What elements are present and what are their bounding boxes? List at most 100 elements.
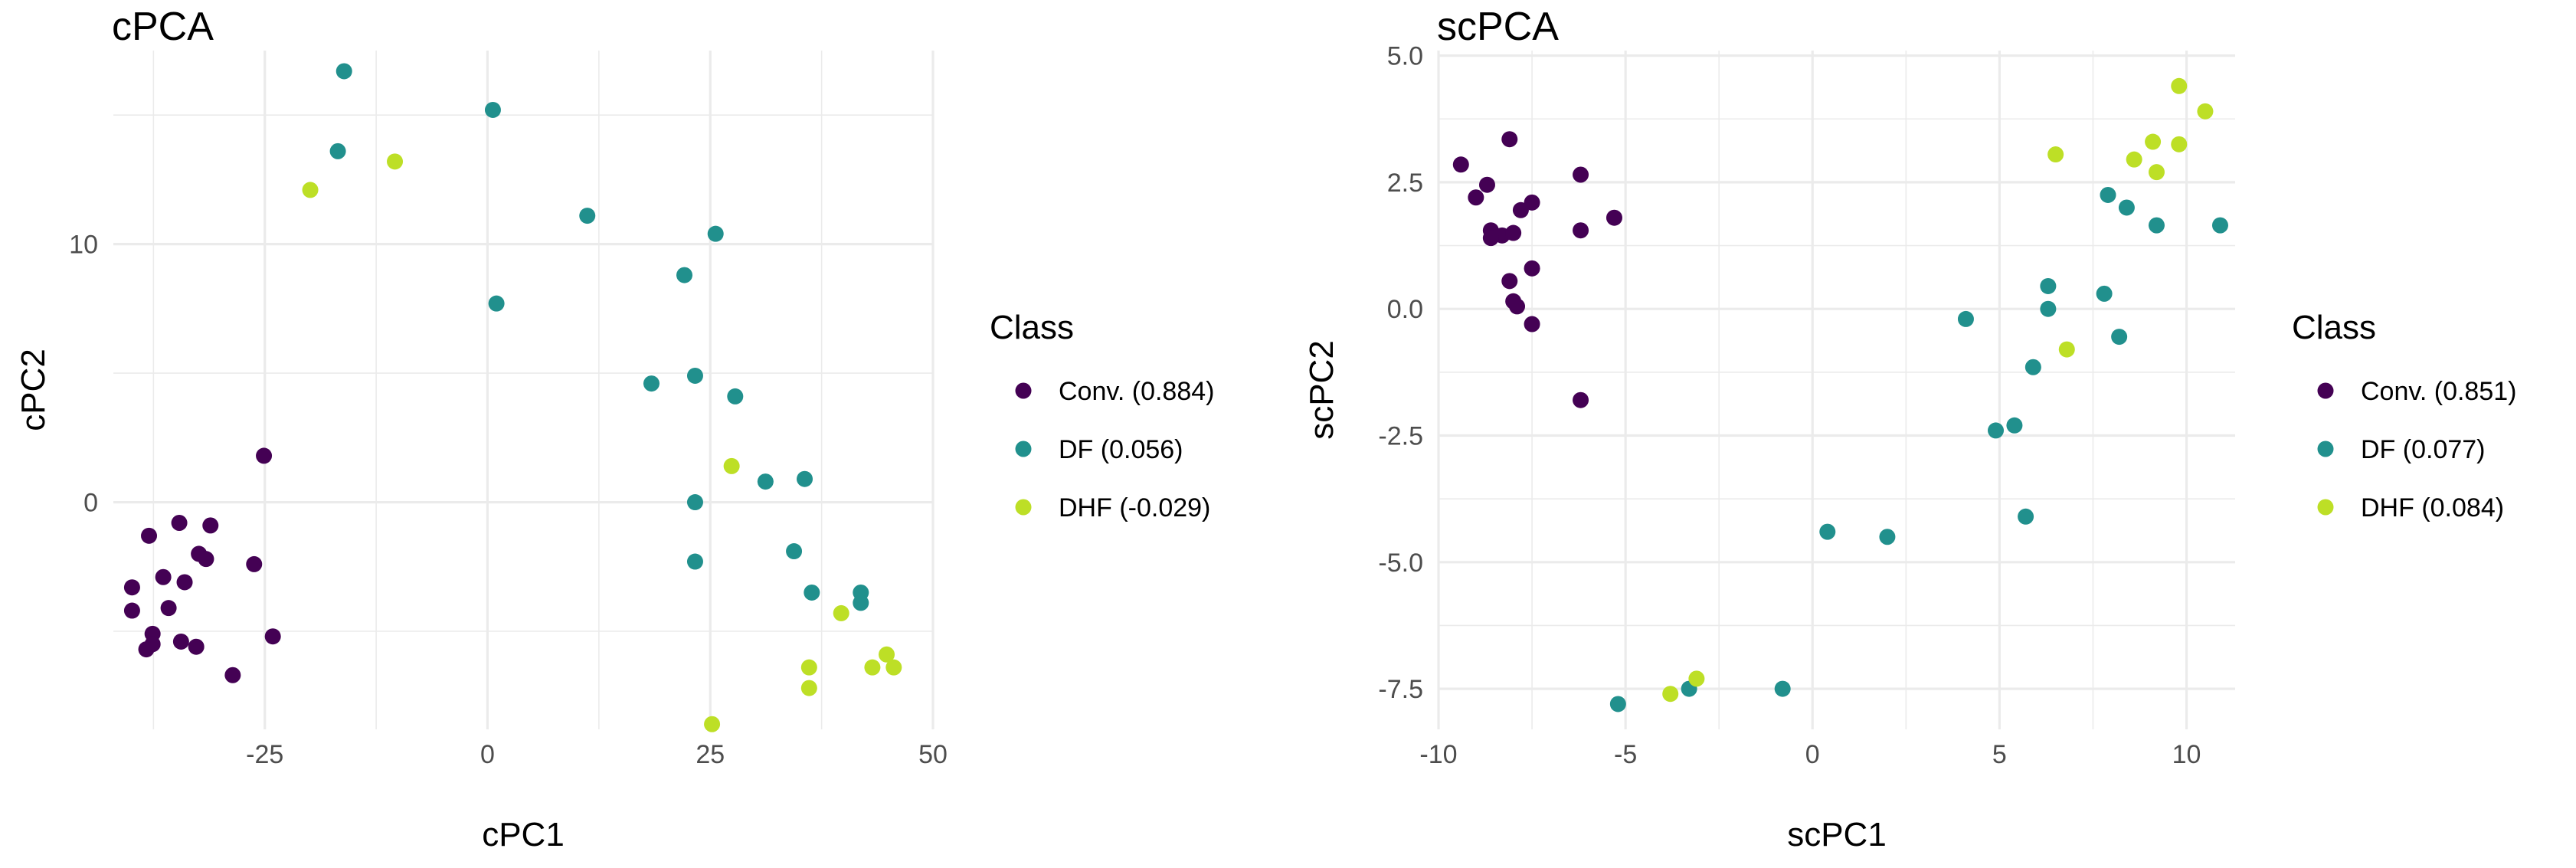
y-tick-label: 10 — [69, 231, 98, 260]
data-point — [171, 514, 188, 531]
data-point — [686, 553, 703, 570]
data-point — [2040, 277, 2057, 294]
legend-label: Conv. (0.851) — [2361, 377, 2516, 406]
y-tick-label: -7.5 — [1378, 675, 1423, 704]
legend-title: Class — [990, 309, 1074, 346]
data-point — [757, 473, 774, 490]
data-point — [686, 494, 703, 511]
data-point — [727, 388, 744, 405]
data-point — [336, 63, 352, 80]
data-point — [864, 659, 881, 676]
data-point — [1605, 209, 1622, 226]
legend-key — [2317, 382, 2334, 399]
y-tick-label: 5.0 — [1387, 42, 1423, 71]
data-point — [2040, 300, 2057, 317]
series-2-points — [1609, 186, 2228, 712]
data-point — [160, 600, 177, 617]
data-point — [2171, 136, 2188, 152]
data-point — [643, 375, 660, 392]
chart-panel-cpca: -25 0 25 50 0 10 cPCA cPC1 cPC2 Class Conv. (0.884… — [15, 5, 1214, 853]
y-tick-label: 2.5 — [1387, 169, 1423, 198]
series-2-points — [329, 63, 869, 611]
data-point — [141, 527, 158, 544]
data-point — [2047, 146, 2064, 163]
data-point — [1609, 696, 1626, 712]
legend-label: DHF (0.084) — [2361, 493, 2504, 522]
x-tick-label: 5 — [1992, 740, 2007, 769]
data-point — [2100, 186, 2116, 203]
data-point — [2018, 508, 2034, 525]
data-point — [1501, 273, 1518, 290]
data-point — [138, 641, 155, 658]
data-point — [800, 659, 817, 676]
data-point — [797, 470, 813, 487]
data-point — [2145, 133, 2162, 150]
x-tick-label: -25 — [246, 740, 283, 769]
data-point — [2058, 341, 2075, 358]
chart-title: scPCA — [1437, 5, 1559, 49]
data-point — [329, 142, 346, 159]
data-point — [2148, 164, 2165, 181]
data-point — [1573, 391, 1589, 408]
data-point — [1505, 224, 1522, 241]
data-point — [686, 367, 703, 384]
x-tick-label: 25 — [696, 740, 725, 769]
data-point — [123, 602, 140, 619]
data-point — [1688, 670, 1705, 687]
data-point — [1988, 422, 2005, 439]
data-point — [1819, 523, 1836, 540]
legend-label: DHF (-0.029) — [1059, 493, 1210, 522]
data-point — [264, 628, 281, 645]
data-point — [786, 543, 803, 560]
data-point — [1478, 176, 1495, 193]
x-axis-label: cPC1 — [482, 816, 565, 853]
y-tick-label: 0.0 — [1387, 295, 1423, 324]
data-point — [224, 667, 241, 683]
legend-key — [2317, 499, 2334, 516]
data-point — [123, 579, 140, 596]
data-point — [707, 225, 724, 242]
legend: Class Conv. (0.851) DF (0.077) DHF (0.084) — [2292, 309, 2516, 522]
series-1-points — [1452, 131, 1622, 408]
legend-label: DF (0.077) — [2361, 435, 2486, 464]
x-tick-label: -5 — [1614, 740, 1637, 769]
data-point — [488, 295, 505, 312]
y-tick-label: -2.5 — [1378, 422, 1423, 451]
data-point — [256, 447, 273, 464]
data-point — [723, 457, 740, 474]
y-axis-label: scPC2 — [1303, 340, 1340, 440]
data-point — [1774, 680, 1791, 697]
data-point — [1482, 230, 1499, 247]
data-point — [172, 633, 189, 650]
data-point — [704, 716, 721, 732]
data-point — [2197, 103, 2214, 120]
data-point — [2126, 151, 2142, 168]
legend-key — [2317, 441, 2334, 457]
data-point — [2211, 217, 2228, 234]
data-point — [1452, 156, 1469, 173]
data-point — [202, 517, 219, 534]
data-point — [484, 101, 501, 118]
data-point — [676, 267, 693, 283]
legend: Class Conv. (0.884) DF (0.056) DHF (-0.029) — [990, 309, 1214, 522]
legend-key — [1015, 441, 1032, 457]
data-point — [2024, 359, 2041, 375]
data-point — [579, 208, 596, 224]
data-point — [2096, 285, 2113, 302]
data-point — [2118, 199, 2135, 216]
data-point — [1468, 189, 1484, 206]
data-point — [1957, 310, 1974, 327]
cpca-chart: -25 0 25 50 0 10 cPCA cPC1 cPC2 Class Conv. (0.884… — [15, 5, 1214, 853]
data-point — [1524, 260, 1540, 277]
chart-panel-scpca: -10 -5 0 5 10 -7.5 -5.0 -2.5 0.0 2.5 5.0 scPCA scPC1… — [1288, 0, 2576, 868]
legend-key — [1015, 499, 1032, 516]
data-point — [2148, 217, 2165, 234]
data-point — [833, 604, 849, 621]
data-point — [2006, 417, 2023, 434]
x-tick-label: 0 — [480, 740, 495, 769]
data-point — [2171, 77, 2188, 94]
data-point — [188, 638, 205, 655]
x-tick-label: 0 — [1805, 740, 1820, 769]
data-point — [1573, 166, 1589, 183]
y-tick-label: -5.0 — [1378, 549, 1423, 578]
